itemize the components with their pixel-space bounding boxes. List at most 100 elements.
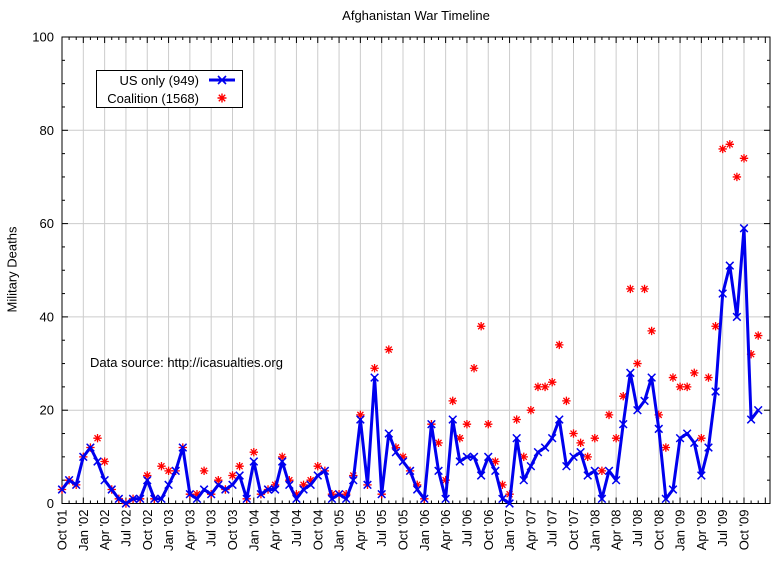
coalition-data-point: [249, 447, 259, 457]
coalition-data-point: [754, 331, 763, 340]
x-tick-label: Oct '05: [396, 510, 411, 551]
us-data-point: [363, 480, 372, 490]
us-data-point: [618, 419, 628, 429]
coalition-data-point: [540, 382, 550, 392]
us-data-point: [306, 480, 315, 490]
x-tick-label: Jul '09: [715, 510, 730, 547]
x-tick-label: Apr '05: [353, 510, 368, 551]
y-tick-label: 0: [47, 496, 54, 511]
coalition-data-point: [562, 396, 571, 406]
x-tick-label: Jan '07: [502, 510, 517, 552]
legend-row-us: US only (949): [97, 72, 242, 89]
us-data-point: [654, 424, 664, 434]
us-data-point: [498, 494, 507, 504]
us-data-point: [633, 405, 642, 415]
us-data-point: [462, 452, 472, 462]
coalition-data-point: [476, 322, 486, 331]
coalition-data-point: [640, 284, 649, 294]
x-tick-label: Oct '08: [651, 510, 666, 551]
coalition-data-point: [100, 457, 109, 466]
coalition-data-point: [278, 452, 287, 462]
coalition-data-point: [306, 475, 315, 485]
x-tick-label: Jan '04: [246, 510, 261, 552]
us-data-point: [512, 433, 521, 443]
coalition-data-point: [739, 154, 749, 163]
y-axis-label: Military Deaths: [4, 226, 20, 313]
us-data-point: [157, 494, 166, 504]
us-data-point: [100, 475, 109, 485]
coalition-data-point: [590, 433, 600, 443]
us-data-point: [526, 461, 536, 471]
coalition-data-point: [718, 144, 727, 154]
us-data-point: [554, 415, 564, 424]
us-data-point: [419, 494, 429, 504]
y-tick-label: 100: [32, 30, 54, 45]
coalition-data-point: [512, 415, 521, 424]
us-data-point: [221, 485, 230, 494]
us-series-sample-icon: [209, 75, 235, 85]
us-data-point: [249, 457, 259, 466]
us-data-point: [448, 415, 458, 424]
x-tick-label: Jul '05: [374, 510, 389, 547]
us-data-point: [576, 447, 585, 457]
us-data-point: [540, 443, 550, 452]
x-tick-label: Jul '02: [118, 510, 133, 547]
us-data-point: [263, 485, 273, 494]
us-data-point: [753, 405, 763, 415]
coalition-data-point: [555, 340, 564, 350]
x-tick-label: Jan '02: [76, 510, 91, 552]
us-data-point: [121, 499, 131, 508]
x-tick-label: Oct '09: [737, 510, 752, 551]
coalition-data-point: [711, 322, 720, 331]
coalition-data-point: [313, 461, 322, 471]
us-data-point: [519, 475, 529, 485]
us-data-point: [377, 489, 387, 499]
us-data-point: [285, 480, 294, 490]
us-series: [57, 223, 763, 508]
coalition-data-point: [341, 489, 351, 499]
coalition-series: [57, 140, 763, 508]
x-tick-label: Oct '04: [310, 510, 325, 551]
x-tick-label: Apr '04: [268, 510, 283, 551]
us-data-point: [533, 447, 543, 457]
us-data-point: [597, 494, 607, 504]
us-data-point: [348, 475, 358, 485]
coalition-data-point: [647, 326, 656, 336]
x-tick-label: Jan '09: [673, 510, 688, 552]
us-data-point: [711, 387, 720, 396]
coalition-data-point: [597, 466, 607, 476]
us-data-point: [697, 471, 706, 480]
coalition-data-point: [448, 396, 457, 406]
us-data-point: [206, 489, 216, 499]
us-data-point: [469, 452, 479, 462]
us-data-point: [142, 475, 152, 485]
us-data-point: [107, 485, 117, 494]
us-data-point: [704, 443, 713, 452]
us-data-point: [192, 494, 202, 504]
us-data-point: [320, 466, 330, 476]
coalition-data-point: [391, 443, 401, 452]
us-data-point: [455, 457, 465, 466]
coalition-data-point: [654, 410, 663, 420]
coalition-data-point: [533, 382, 543, 392]
coalition-data-point: [469, 364, 479, 373]
x-tick-label: Jul '08: [630, 510, 645, 547]
us-data-point: [228, 480, 237, 490]
chart-title: Afghanistan War Timeline: [342, 8, 490, 23]
x-tick-label: Jan '06: [417, 510, 432, 552]
coalition-data-point: [725, 140, 734, 149]
coalition-data-point: [704, 373, 713, 382]
coalition-data-point: [384, 345, 393, 354]
x-tick-label: Apr '08: [609, 510, 624, 551]
coalition-data-point: [228, 471, 237, 480]
coalition-data-point: [604, 410, 614, 420]
us-data-point: [725, 261, 735, 270]
coalition-data-point: [199, 466, 209, 476]
us-data-point: [78, 452, 88, 462]
us-data-point: [164, 480, 173, 490]
coalition-data-point: [370, 364, 379, 373]
x-tick-label: Jul '03: [204, 510, 219, 547]
coalition-data-point: [93, 433, 102, 443]
